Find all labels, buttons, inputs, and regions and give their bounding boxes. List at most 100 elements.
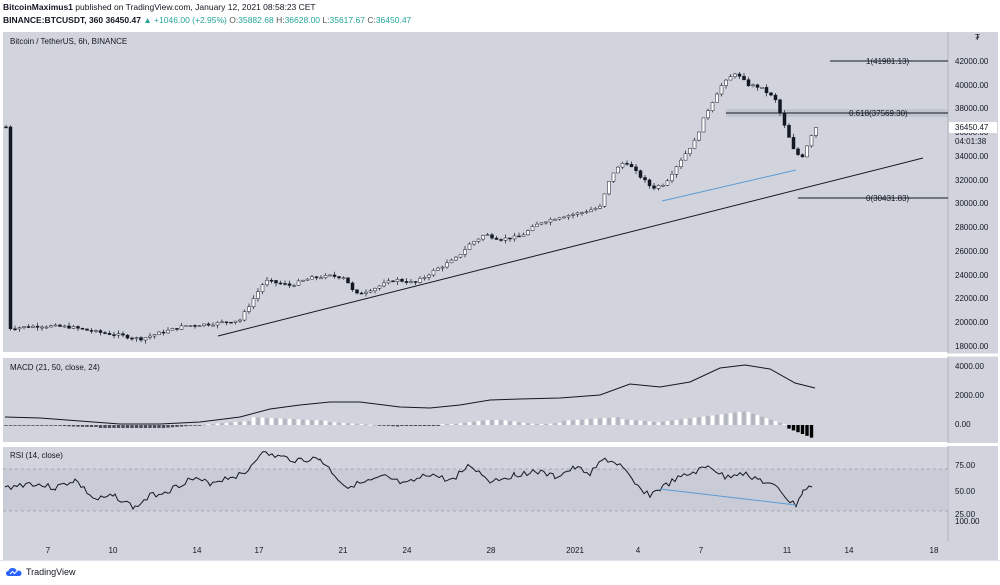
- candle-body: [679, 159, 683, 168]
- macd-histogram-bar: [391, 425, 395, 427]
- candle-body: [166, 329, 170, 334]
- macd-histogram-bar: [503, 420, 508, 425]
- candle-body: [184, 325, 188, 328]
- candle-body: [49, 325, 53, 328]
- macd-histogram-bar: [791, 425, 796, 431]
- macd-histogram-bar: [341, 422, 346, 425]
- macd-tick: 0.00: [955, 420, 971, 429]
- macd-histogram-bar: [607, 417, 611, 425]
- candle-body: [647, 179, 652, 187]
- candle-body: [323, 275, 328, 279]
- author-name[interactable]: BitcoinMaximus1: [3, 2, 73, 12]
- tradingview-logo[interactable]: TradingView: [6, 567, 76, 577]
- rsi-tick: 25.00: [955, 510, 976, 519]
- candle-body: [814, 127, 818, 136]
- macd-histogram-bar: [692, 417, 697, 425]
- macd-histogram-bar: [409, 425, 413, 426]
- candle-body: [661, 185, 665, 187]
- candle-body: [490, 234, 494, 239]
- candle-body: [485, 234, 490, 236]
- candlestick-series[interactable]: [4, 71, 818, 344]
- candle-body: [364, 291, 368, 294]
- price-pane[interactable]: [3, 32, 948, 352]
- svg-text:36450.47: 36450.47: [955, 123, 989, 132]
- candle-body: [751, 84, 755, 87]
- candle-body: [449, 259, 454, 264]
- candle-body: [773, 94, 778, 101]
- main-pane-title: Bitcoin / TetherUS, 6h, BINANCE: [10, 37, 127, 46]
- candle-body: [571, 214, 575, 216]
- macd-histogram-bar: [31, 425, 35, 426]
- macd-histogram-bar: [85, 425, 89, 427]
- macd-histogram-bar: [674, 419, 679, 425]
- macd-histogram-bar: [733, 412, 737, 425]
- macd-histogram-bar: [319, 420, 323, 425]
- candle-body: [238, 319, 242, 322]
- candle-body: [611, 172, 616, 182]
- candle-body: [242, 311, 247, 321]
- macd-histogram-bar: [724, 413, 728, 425]
- candle-body: [53, 324, 58, 327]
- time-tick: 14: [193, 546, 202, 555]
- macd-histogram-bar: [395, 425, 400, 427]
- candle-body: [215, 322, 220, 326]
- time-tick: 21: [339, 546, 348, 555]
- candle-body: [157, 331, 161, 335]
- symbol-label: BINANCE:BTCUSDT, 360: [3, 15, 104, 25]
- candle-body: [782, 112, 787, 126]
- bullish-divergence-rsi-line[interactable]: [659, 488, 797, 506]
- candle-body: [251, 298, 256, 308]
- candle-body: [310, 276, 314, 280]
- candle-body: [458, 254, 463, 258]
- candle-body: [463, 249, 467, 255]
- macd-histogram-bar: [359, 424, 364, 425]
- macd-histogram-bar: [697, 417, 701, 425]
- price-axis-bg[interactable]: [948, 32, 998, 541]
- macd-histogram-bar: [742, 411, 746, 425]
- candle-body: [548, 219, 553, 223]
- macd-histogram-bar: [337, 422, 341, 425]
- candle-body: [602, 193, 607, 207]
- candle-body: [701, 117, 706, 133]
- macd-histogram-bar: [427, 425, 431, 426]
- candle-body: [148, 335, 152, 338]
- candle-body: [377, 285, 382, 289]
- candle-body: [179, 325, 184, 330]
- macd-histogram-bar: [593, 418, 598, 425]
- candle-body: [395, 279, 400, 282]
- candle-body: [175, 328, 179, 330]
- chart-area[interactable]: Bitcoin / TetherUS, 6h, BINANCE MACD (21…: [0, 28, 1000, 560]
- macd-histogram-bar: [112, 425, 116, 428]
- macd-histogram-bar: [647, 421, 652, 425]
- macd-histogram-bar: [589, 418, 593, 425]
- time-axis-bg[interactable]: [3, 541, 998, 560]
- candle-body: [809, 135, 814, 147]
- macd-histogram-bar: [274, 418, 278, 425]
- time-tick: 18: [930, 546, 939, 555]
- price-tick: 42000.00: [955, 57, 989, 66]
- bullish-divergence-price-line[interactable]: [661, 169, 797, 202]
- candle-body: [431, 270, 436, 276]
- macd-histogram-bar: [517, 422, 521, 425]
- price-tick: 40000.00: [955, 81, 989, 90]
- candle-body: [256, 291, 260, 299]
- ascending-trendline[interactable]: [217, 157, 924, 337]
- macd-histogram-bar: [143, 425, 148, 428]
- macd-histogram-bar: [679, 419, 683, 425]
- candle-body: [467, 243, 472, 250]
- macd-histogram-bar: [431, 425, 436, 426]
- candle-body: [733, 73, 737, 77]
- macd-histogram-bar: [809, 425, 814, 438]
- macd-histogram-bar: [265, 417, 269, 425]
- time-tick: 24: [403, 546, 412, 555]
- candle-body: [494, 237, 499, 240]
- candle-body: [31, 325, 35, 328]
- fib-retracement[interactable]: 1(41981.13) 0.618(37569.30) 0(30431.83): [726, 57, 948, 203]
- macd-histogram-bar: [193, 425, 197, 426]
- axis-currency-badge[interactable]: ₮: [975, 33, 980, 42]
- candle-body: [13, 328, 17, 331]
- macd-histogram-bar: [755, 415, 760, 425]
- candle-body: [328, 274, 332, 277]
- candle-body: [418, 278, 422, 283]
- macd-histogram-bar: [764, 418, 769, 425]
